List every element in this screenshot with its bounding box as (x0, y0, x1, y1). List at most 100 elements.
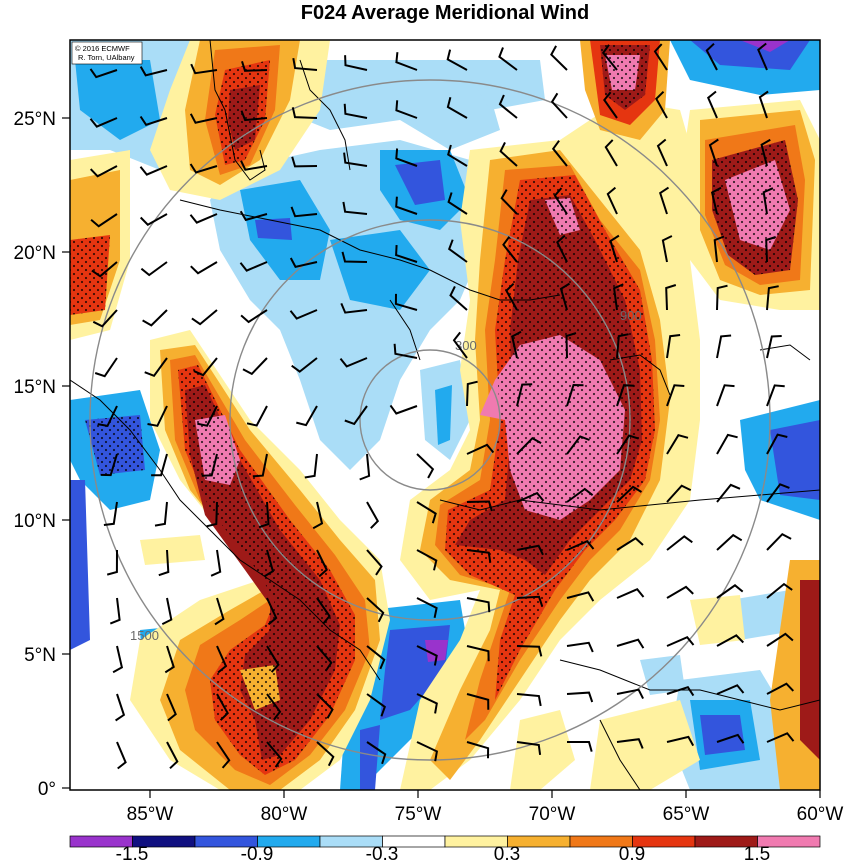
wind-barb (312, 501, 324, 530)
wind-barb (366, 501, 380, 529)
wind-barb (566, 591, 595, 602)
wind-barb (447, 144, 468, 167)
wind-barb (705, 42, 718, 71)
coastlines (70, 40, 820, 790)
wind-barb (109, 597, 121, 625)
wind-barb (389, 404, 418, 415)
contour-label-900: 900 (620, 308, 642, 323)
wind-barb (416, 693, 438, 714)
wind-barb (616, 485, 643, 503)
wind-barb (395, 52, 418, 71)
wind-barb (304, 453, 318, 479)
wind-barb (416, 645, 438, 666)
wind-barb (653, 43, 668, 71)
wind-barb (395, 245, 418, 263)
wind-barb (106, 549, 118, 576)
wind-barb (139, 165, 168, 176)
wind-barb (447, 192, 468, 215)
wind-barb (758, 90, 769, 119)
wind-barb (216, 693, 229, 721)
wind-barb (97, 405, 118, 428)
wind-barb (666, 686, 695, 697)
lon-label-70w: 70°W (529, 804, 576, 825)
map-frame (69, 39, 821, 791)
wind-barb (498, 47, 518, 71)
wind-barb (191, 309, 218, 326)
wind-barb (659, 186, 670, 215)
wind-barb (516, 491, 545, 503)
wind-barb (112, 645, 124, 674)
wind-barb (757, 42, 768, 71)
wind-barb (447, 239, 468, 263)
wind-barb (656, 138, 668, 167)
wind-barb (144, 357, 168, 378)
wind-barb (613, 283, 624, 311)
wind-barb (291, 357, 318, 373)
wind-barb (766, 285, 779, 311)
wind-barb (511, 330, 522, 359)
wind-barb (416, 741, 439, 762)
wind-barb (601, 44, 618, 71)
range-circles (89, 79, 771, 761)
wind-barb (266, 645, 280, 673)
wind-barb (393, 343, 418, 359)
wind-barb (366, 549, 383, 576)
wind-barb (394, 293, 418, 311)
wind-barb (210, 549, 222, 577)
wind-barb (216, 645, 228, 674)
wind-barb (343, 152, 368, 167)
colorbar-label-2: -0.9 (241, 844, 274, 865)
wind-barb (466, 597, 491, 613)
wind-barb (216, 741, 231, 769)
colorbar-labels: -1.5 -0.9 -0.3 0.3 0.9 1.5 (116, 844, 771, 865)
lat-label-0: 0° (38, 779, 56, 800)
wind-barb (343, 103, 368, 119)
wind-barb (716, 334, 732, 359)
wind-barb (366, 741, 387, 765)
wind-barb (616, 587, 645, 599)
wind-barb (567, 741, 593, 752)
wind-barb (616, 638, 645, 649)
lon-label-80w: 80°W (261, 804, 308, 825)
wind-barb (341, 251, 368, 263)
wind-barb (154, 501, 168, 527)
wind-barb (516, 383, 533, 407)
axis-ticks (62, 117, 821, 798)
wind-barb (516, 741, 542, 756)
wind-barb (551, 140, 568, 167)
wind-barb (139, 213, 168, 226)
wind-barb (344, 405, 368, 426)
wind-barb (766, 732, 795, 743)
wind-barb (502, 236, 518, 263)
wind-barb (161, 597, 173, 625)
wind-barb (766, 632, 794, 647)
wind-barb (214, 597, 225, 626)
wind-barb (550, 92, 568, 119)
wind-barb (239, 210, 268, 222)
wind-barb (466, 741, 490, 759)
wind-barb (556, 234, 568, 263)
wind-barb (258, 501, 270, 529)
wind-barb (766, 682, 795, 695)
wind-barb (616, 333, 629, 359)
wind-barb (449, 285, 468, 311)
wind-barb (446, 97, 468, 119)
wind-barb (316, 549, 328, 578)
wind-barb (91, 261, 118, 278)
wind-barb (197, 405, 218, 427)
wind-barb (466, 549, 492, 563)
wind-barb (289, 257, 318, 268)
wind-barb (716, 733, 745, 744)
wind-barb (206, 501, 218, 528)
wind-barb (499, 141, 518, 167)
wind-barb (762, 187, 774, 215)
colorbar-label-1: -1.5 (116, 844, 149, 865)
wind-barb (289, 309, 318, 320)
wind-barb (716, 284, 728, 311)
wind-barb (498, 94, 518, 119)
wind-barb (242, 357, 268, 376)
wind-barb (158, 549, 170, 577)
wind-barb (603, 91, 618, 119)
colorbar-label-4: 0.3 (494, 844, 520, 865)
